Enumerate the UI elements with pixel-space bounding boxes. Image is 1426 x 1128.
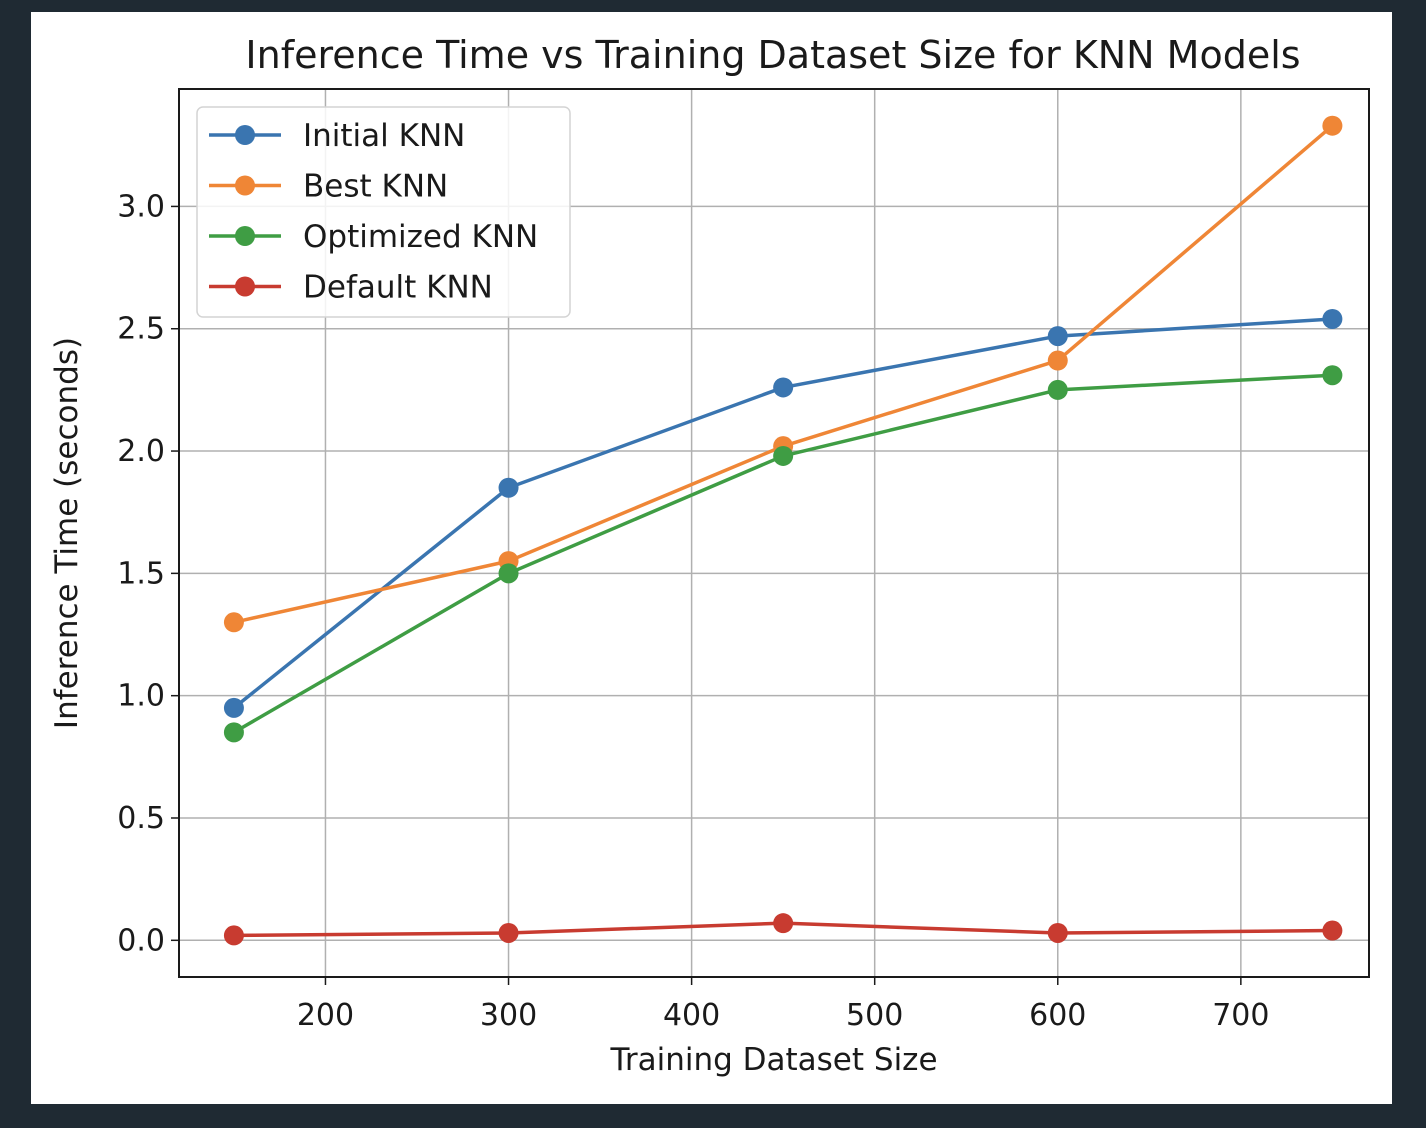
x-tick-label: 200 (297, 998, 354, 1033)
chart-figure: Inference Time vs Training Dataset Size … (31, 12, 1392, 1104)
legend-label: Default KNN (303, 270, 493, 306)
axis-ticks: 200 300 400 500 600 700 0.0 0.5 1.0 1.5 2.0 2.5 3.0 (117, 189, 1269, 1033)
series-default-knn (223, 913, 1343, 946)
y-axis-label: Inference Time (seconds) (49, 337, 85, 729)
data-point-optimized-knn (498, 563, 519, 584)
data-point-optimized-knn (1047, 379, 1068, 400)
data-point-initial-knn (223, 697, 244, 718)
data-point-optimized-knn (1322, 365, 1343, 386)
legend-marker (235, 125, 255, 145)
x-tick-label: 300 (480, 998, 537, 1033)
plot-frame (178, 88, 1370, 978)
series-lines (223, 115, 1343, 946)
data-point-initial-knn (1322, 308, 1343, 329)
x-tick-label: 400 (663, 998, 720, 1033)
data-point-initial-knn (1047, 326, 1068, 347)
data-point-optimized-knn (773, 445, 794, 466)
legend-label: Best KNN (303, 169, 448, 205)
x-tick-label: 500 (846, 998, 903, 1033)
legend-label: Optimized KNN (303, 219, 538, 255)
legend-marker (235, 226, 255, 246)
data-point-default-knn (498, 922, 519, 943)
y-tick-label: 2.5 (117, 312, 165, 347)
x-tick-label: 600 (1029, 998, 1086, 1033)
y-tick-label: 0.5 (117, 801, 165, 836)
data-point-initial-knn (773, 377, 794, 398)
x-tick-label: 700 (1212, 998, 1269, 1033)
y-tick-label: 3.0 (117, 189, 165, 224)
y-tick-label: 2.0 (117, 434, 165, 469)
legend: Initial KNN Best KNN Optimized KNN Default … (196, 106, 571, 318)
series-line-optimized-knn (233, 373, 1333, 734)
data-point-default-knn (1322, 920, 1343, 941)
data-point-best-knn (223, 612, 244, 633)
line-chart: Inference Time vs Training Dataset Size … (49, 33, 1370, 1078)
y-tick-label: 0.0 (117, 923, 165, 958)
y-tick-label: 1.0 (117, 679, 165, 714)
legend-box (196, 106, 571, 318)
legend-label: Initial KNN (303, 118, 465, 154)
legend-marker (235, 175, 255, 196)
grid-lines (179, 89, 1369, 977)
legend-marker (235, 276, 255, 297)
series-initial-knn (223, 308, 1343, 718)
chart-title: Inference Time vs Training Dataset Size … (245, 33, 1300, 77)
data-point-default-knn (1047, 922, 1068, 943)
data-point-default-knn (773, 913, 794, 934)
data-point-default-knn (223, 925, 244, 946)
series-optimized-knn (223, 365, 1343, 743)
data-point-optimized-knn (223, 722, 244, 743)
series-line-initial-knn (232, 317, 1333, 710)
y-tick-label: 1.5 (117, 556, 165, 591)
data-point-initial-knn (498, 477, 519, 498)
x-axis-label: Training Dataset Size (609, 1042, 937, 1078)
data-point-best-knn (1047, 350, 1068, 371)
data-point-best-knn (1322, 115, 1343, 136)
